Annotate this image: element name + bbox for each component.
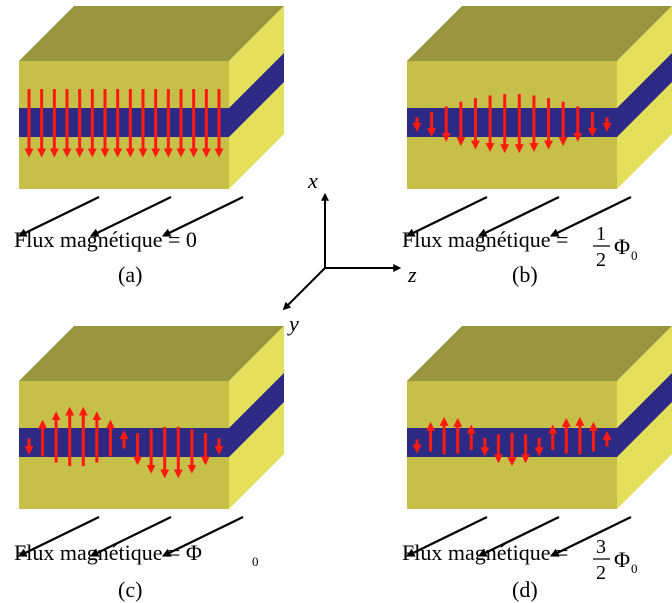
flux-arrow (549, 516, 632, 557)
panel-a (17, 6, 284, 237)
flux-subscript-d: 0 (631, 561, 638, 576)
flux-label-c: Flux magnétique = Φ (14, 540, 202, 565)
flux-arrow (89, 196, 172, 237)
flux-denominator-b: 2 (596, 249, 606, 271)
flux-arrow (477, 516, 560, 557)
x-axis-label: x (307, 168, 318, 193)
block-top-face (19, 6, 284, 61)
flux-arrow (161, 516, 244, 557)
panel-c (17, 326, 284, 557)
flux-label-b-prefix: Flux magnétique = (402, 227, 568, 252)
flux-arrow (405, 516, 488, 557)
y-axis-label: y (287, 311, 299, 336)
junction-band-side (229, 373, 284, 457)
panel-label-a: (a) (118, 262, 142, 287)
junction-band-side (617, 53, 672, 137)
flux-arrow (161, 196, 244, 237)
panel-label-c: (c) (118, 577, 142, 602)
flux-denominator-d: 2 (596, 562, 606, 584)
flux-label-d-prefix: Flux magnétique = (402, 540, 568, 565)
flux-numerator-d: 3 (596, 536, 606, 558)
block-top-face (407, 6, 672, 61)
flux-arrow (89, 516, 172, 557)
z-axis-label: z (407, 262, 417, 287)
panel-label-d: (d) (512, 577, 538, 602)
coordinate-axes: x z y (282, 168, 417, 336)
y-axis-arrow (282, 267, 326, 311)
flux-arrow (477, 196, 560, 237)
flux-subscript-b: 0 (631, 248, 638, 263)
flux-arrow (549, 196, 632, 237)
panel-d (405, 326, 672, 557)
flux-subscript-c: 0 (252, 554, 259, 569)
block-top-face (19, 326, 284, 381)
flux-arrow (17, 516, 100, 557)
flux-numerator-b: 1 (596, 223, 606, 245)
junction-band-side (617, 373, 672, 457)
panel-b (405, 6, 672, 237)
flux-arrow (405, 196, 488, 237)
junction-band-front (19, 108, 229, 137)
flux-arrow (17, 196, 100, 237)
flux-label-a: Flux magnétique = 0 (14, 227, 197, 252)
junction-band-front (407, 108, 617, 137)
flux-symbol-d: Φ (614, 547, 630, 572)
block-top-face (407, 326, 672, 381)
junction-band-side (229, 53, 284, 137)
panel-label-b: (b) (512, 262, 538, 287)
flux-symbol-b: Φ (614, 234, 630, 259)
